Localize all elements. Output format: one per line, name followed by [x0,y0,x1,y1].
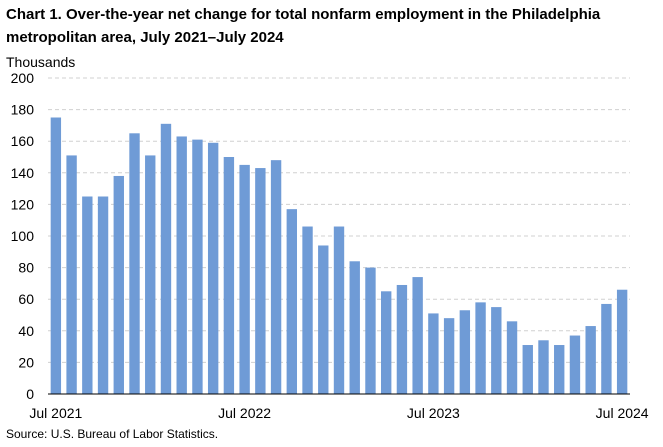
y-tick-label: 200 [11,70,35,86]
bar [585,326,596,394]
source-note: Source: U.S. Bureau of Labor Statistics. [6,427,219,441]
bar [113,175,124,394]
y-tick-label: 180 [11,102,35,118]
x-tick-label: Jul 2023 [407,405,460,421]
y-axis-label: Thousands [6,54,75,70]
bar [129,133,140,395]
bar [443,318,455,394]
y-tick-label: 60 [18,291,34,307]
bar [270,160,282,394]
bar [160,123,172,394]
bar [349,261,360,394]
y-tick-label: 80 [18,260,34,276]
bar [365,267,376,394]
bar [538,340,549,394]
bar [302,226,313,394]
bar [601,303,612,394]
bar [616,289,628,394]
bar [286,209,298,394]
bar [459,310,471,394]
bar [82,196,93,394]
x-axis-ticks: Jul 2021 Jul 2022 Jul 2023 Jul 2024 [29,405,648,421]
bar [475,302,486,394]
x-tick-label: Jul 2022 [218,405,271,421]
bar [97,196,109,394]
bar [506,321,518,394]
bar [66,155,77,394]
bar [522,345,533,394]
bar [239,164,250,394]
x-tick-label: Jul 2024 [596,405,649,421]
chart-title: Chart 1. Over-the-year net change for to… [6,6,601,46]
bar [223,157,235,394]
y-tick-label: 40 [18,323,34,339]
bar [554,345,565,394]
bar [380,291,392,394]
y-tick-label: 20 [18,354,34,370]
bar [255,168,266,394]
y-tick-label: 0 [26,386,34,402]
bar [145,155,156,394]
bar [333,226,345,394]
y-tick-label: 160 [11,133,35,149]
y-tick-label: 100 [11,228,35,244]
bar [318,245,329,394]
y-tick-label: 140 [11,165,35,181]
bar [50,117,62,394]
bar [192,139,203,394]
y-axis-ticks: 0 20 40 60 80 100 120 140 160 180 200 [11,70,35,402]
bar [428,313,439,394]
bars [50,117,628,395]
bar [491,307,502,394]
bar [396,284,408,394]
bar [412,277,423,394]
bar [569,335,581,394]
bar [207,142,219,394]
bar [176,136,187,394]
x-tick-label: Jul 2021 [29,405,82,421]
y-tick-label: 120 [11,196,35,212]
